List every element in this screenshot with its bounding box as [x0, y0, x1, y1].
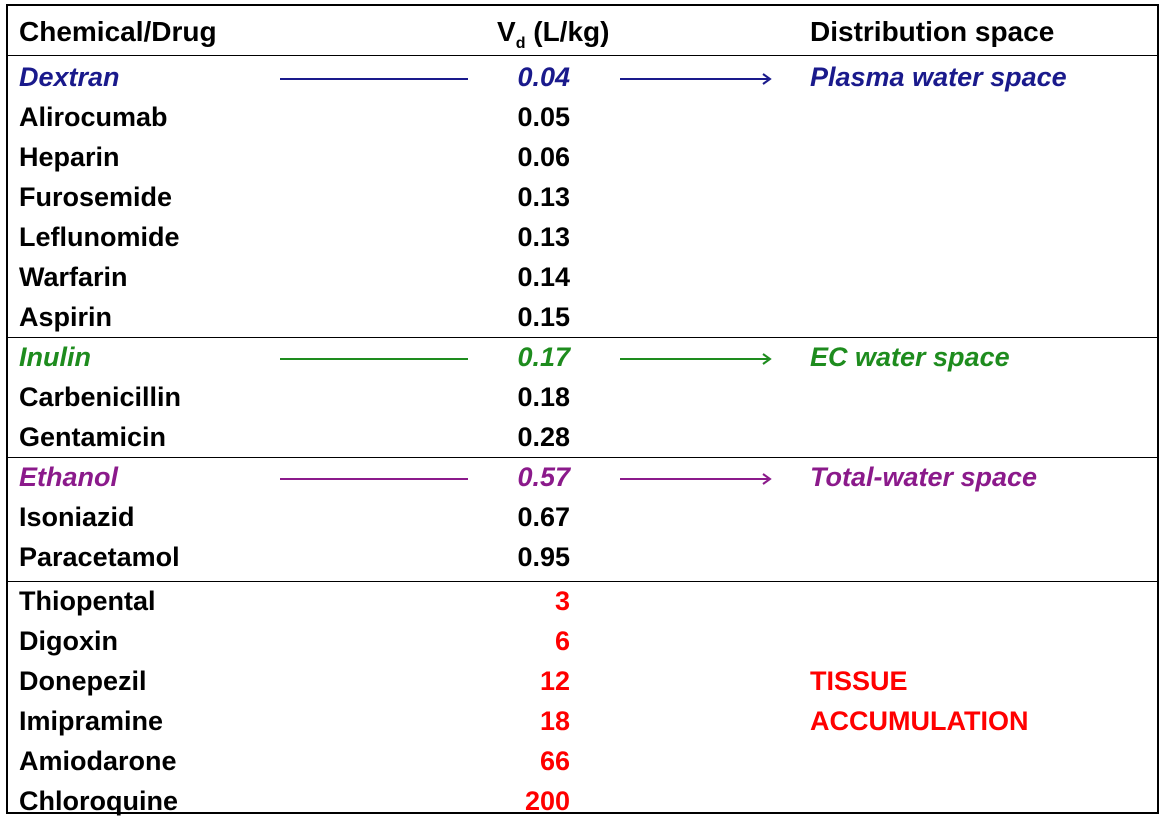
vd-value: 0.05 [517, 102, 570, 132]
drug-name: Chloroquine [19, 786, 178, 816]
drug-name: Donepezil [19, 666, 147, 696]
arrow-line [620, 78, 768, 80]
drug-name: Leflunomide [19, 222, 180, 252]
vd-value: 200 [524, 786, 570, 816]
drug-name: Inulin [19, 342, 91, 372]
distribution-space-label: Plasma water space [810, 62, 1067, 92]
header-vd-main: V [497, 16, 516, 47]
vd-value: 0.28 [517, 422, 570, 452]
group-divider [6, 581, 1159, 582]
arrowhead-icon [762, 73, 772, 85]
drug-name: Digoxin [19, 626, 118, 656]
vd-value: 66 [539, 746, 570, 776]
drug-name: Furosemide [19, 182, 173, 212]
drug-name: Carbenicillin [19, 382, 182, 412]
header-divider [6, 55, 1159, 56]
header-vd: Vd (L/kg) [497, 16, 610, 52]
connector-line [280, 478, 468, 480]
group-divider [6, 457, 1159, 458]
vd-value: 0.15 [517, 302, 570, 332]
drug-name: Isoniazid [19, 502, 135, 532]
vd-value: 0.13 [517, 182, 570, 212]
drug-name: Amiodarone [19, 746, 177, 776]
vd-value: 12 [539, 666, 570, 696]
distribution-space-label: EC water space [810, 342, 1010, 372]
drug-name: Aspirin [19, 302, 113, 332]
arrow-line [620, 478, 768, 480]
vd-value: 0.18 [517, 382, 570, 412]
table-frame [6, 4, 1159, 814]
drug-name: Warfarin [19, 262, 128, 292]
arrowhead-icon [762, 353, 772, 365]
vd-value: 18 [539, 706, 570, 736]
distribution-space-label: ACCUMULATION [810, 706, 1029, 736]
vd-value: 0.67 [517, 502, 570, 532]
header-chemical-drug: Chemical/Drug [19, 16, 217, 47]
vd-value: 0.14 [517, 262, 570, 292]
drug-name: Gentamicin [19, 422, 167, 452]
drug-name: Ethanol [19, 462, 118, 492]
vd-value: 0.06 [517, 142, 570, 172]
vd-value: 0.04 [517, 62, 570, 92]
drug-name: Imipramine [19, 706, 164, 736]
vd-value: 0.13 [517, 222, 570, 252]
vd-value: 6 [554, 626, 570, 656]
header-vd-unit: (L/kg) [525, 16, 610, 47]
drug-name: Dextran [19, 62, 120, 92]
drug-name: Heparin [19, 142, 120, 172]
vd-value: 0.17 [517, 342, 570, 372]
connector-line [280, 358, 468, 360]
drug-name: Alirocumab [19, 102, 168, 132]
group-divider [6, 337, 1159, 338]
vd-value: 0.57 [517, 462, 570, 492]
header-distribution-space: Distribution space [810, 16, 1055, 47]
connector-line [280, 78, 468, 80]
distribution-space-label: TISSUE [810, 666, 908, 696]
vd-value: 0.95 [517, 542, 570, 572]
drug-name: Paracetamol [19, 542, 180, 572]
drug-name: Thiopental [19, 586, 156, 616]
vd-value: 3 [554, 586, 570, 616]
distribution-space-label: Total-water space [810, 462, 1038, 492]
header-vd-sub: d [515, 35, 526, 52]
arrow-line [620, 358, 768, 360]
arrowhead-icon [762, 473, 772, 485]
